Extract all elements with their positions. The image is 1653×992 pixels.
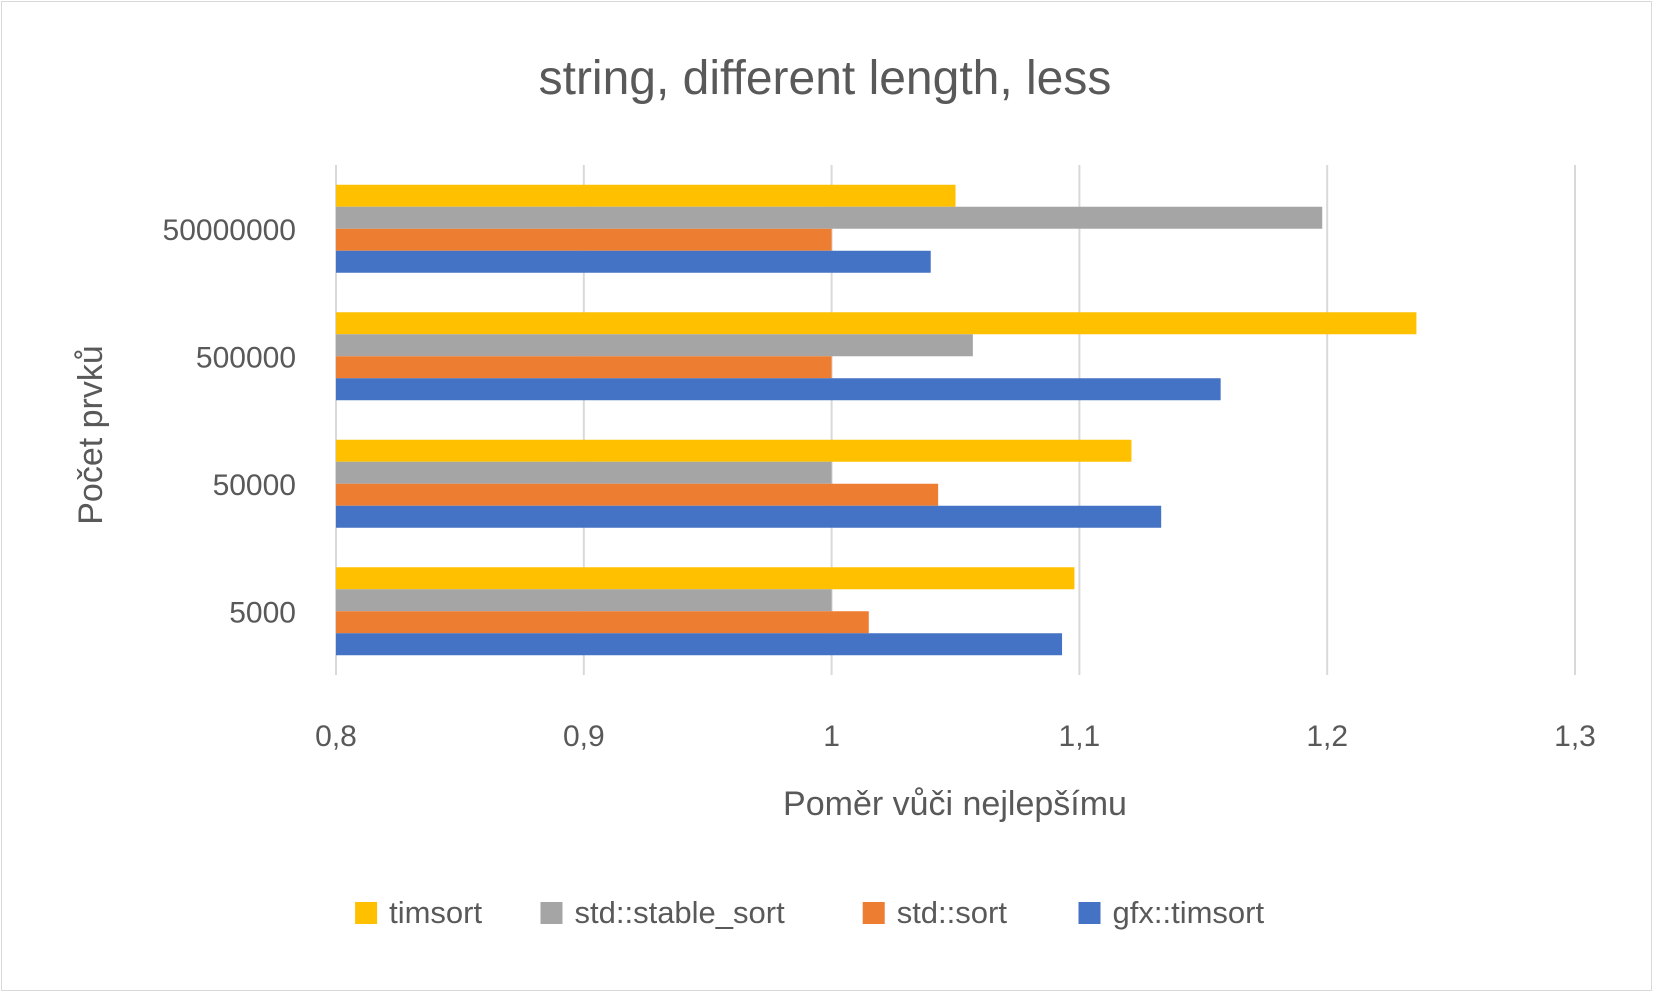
bar xyxy=(336,334,973,357)
x-tick-label: 0,8 xyxy=(315,720,357,753)
bar xyxy=(336,312,1417,335)
y-tick-label: 50000 xyxy=(213,469,296,502)
bar xyxy=(336,184,956,207)
legend-label: gfx::timsort xyxy=(1113,895,1265,930)
x-tick-labels: 0,8 0,9 1 1,1 1,2 1,3 xyxy=(315,720,1596,753)
y-tick-label: 5000 xyxy=(229,596,296,629)
bar xyxy=(336,611,869,634)
bar xyxy=(336,439,1132,462)
bar xyxy=(336,228,832,251)
bar xyxy=(336,378,1221,401)
x-tick-label: 1,3 xyxy=(1554,720,1596,753)
y-tick-label: 50000000 xyxy=(163,214,296,247)
legend-label: timsort xyxy=(389,895,482,930)
y-tick-labels: 5000 50000 500000 50000000 xyxy=(163,214,296,630)
legend-swatch xyxy=(862,902,885,924)
bars xyxy=(336,184,1417,656)
legend-swatch xyxy=(355,902,378,924)
x-tick-label: 1,1 xyxy=(1059,720,1101,753)
y-tick-label: 500000 xyxy=(196,341,296,374)
legend-swatch xyxy=(1078,902,1101,924)
y-axis-label: Počet prvků xyxy=(72,345,110,525)
bar xyxy=(336,483,939,506)
bar xyxy=(336,633,1063,656)
bar xyxy=(336,505,1162,528)
legend-label: std::stable_sort xyxy=(575,895,786,930)
bar xyxy=(336,589,832,612)
x-tick-label: 1,2 xyxy=(1306,720,1348,753)
chart-title: string, different length, less xyxy=(539,52,1112,105)
legend-swatch xyxy=(540,902,563,924)
legend-label: std::sort xyxy=(897,895,1008,930)
bar xyxy=(336,567,1075,590)
legend: timsort std::stable_sort std::sort gfx::tim… xyxy=(355,895,1264,930)
bar xyxy=(336,356,832,379)
bar xyxy=(336,250,931,273)
bar xyxy=(336,461,832,484)
x-tick-label: 1 xyxy=(823,720,840,753)
x-tick-label: 0,9 xyxy=(563,720,605,753)
x-axis-label: Poměr vůči nejlepšímu xyxy=(783,785,1127,823)
bar xyxy=(336,206,1323,229)
